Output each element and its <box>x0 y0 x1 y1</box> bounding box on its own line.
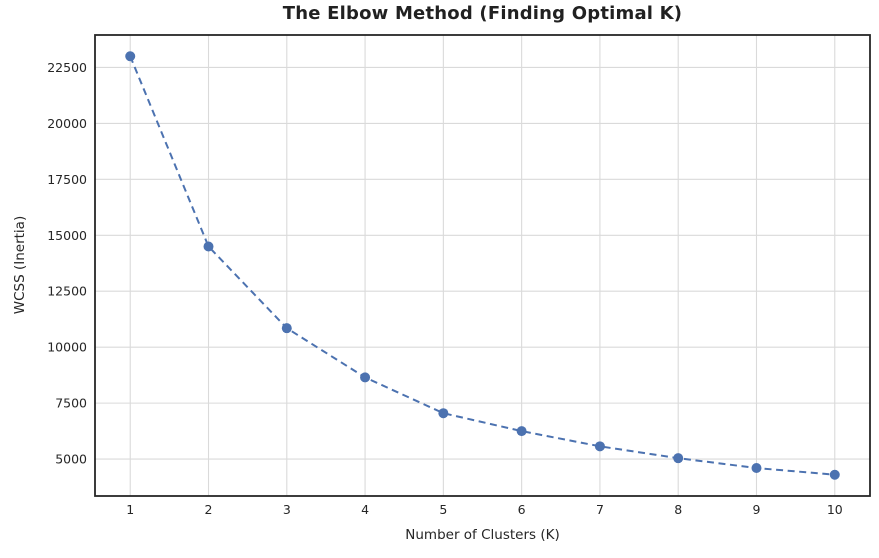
y-axis-label: WCSS (Inertia) <box>12 215 28 315</box>
data-point <box>438 408 449 419</box>
data-point <box>203 241 214 252</box>
data-point <box>751 463 762 474</box>
x-tick-label: 6 <box>518 502 526 517</box>
x-axis-label: Number of Clusters (K) <box>405 527 560 543</box>
chart-title: The Elbow Method (Finding Optimal K) <box>282 3 683 24</box>
data-point <box>516 426 527 437</box>
y-tick-label: 7500 <box>55 396 87 411</box>
x-tick-label: 2 <box>205 502 213 517</box>
series-line <box>129 55 835 476</box>
y-tick-label: 10000 <box>47 340 87 355</box>
axes-spines <box>94 34 871 497</box>
x-tick-label: 7 <box>596 502 604 517</box>
x-tick-label: 8 <box>674 502 682 517</box>
x-tick-label: 5 <box>439 502 447 517</box>
y-tick-label: 12500 <box>47 284 87 299</box>
y-tick-label: 17500 <box>47 172 87 187</box>
x-tick-label: 1 <box>126 502 134 517</box>
data-point <box>673 453 684 464</box>
y-tick-label: 5000 <box>55 452 87 467</box>
x-tick-label: 4 <box>361 502 369 517</box>
x-tick-label: 9 <box>753 502 761 517</box>
data-point <box>360 372 371 383</box>
data-point <box>829 469 840 480</box>
data-point <box>281 323 292 334</box>
x-tick-label: 10 <box>827 502 843 517</box>
data-point <box>594 441 605 452</box>
y-tick-label: 22500 <box>47 60 87 75</box>
data-point <box>125 51 136 62</box>
y-tick-label: 20000 <box>47 116 87 131</box>
y-tick-label: 15000 <box>47 228 87 243</box>
x-tick-label: 3 <box>283 502 291 517</box>
